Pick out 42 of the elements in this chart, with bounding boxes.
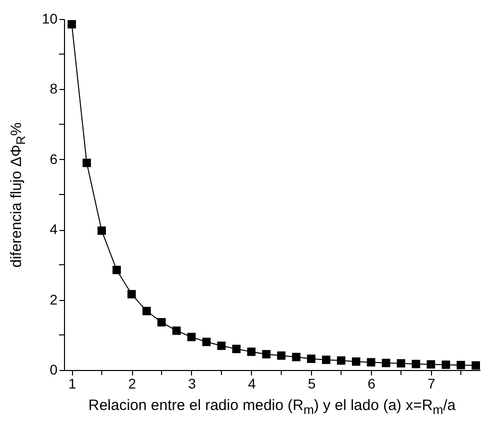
x-tick-label: 2: [128, 376, 136, 392]
point: [142, 306, 151, 316]
point: [336, 356, 346, 365]
y-tick-label: 8: [50, 80, 58, 97]
point: [98, 226, 106, 235]
point: [232, 344, 241, 354]
y-tick-label: 0: [50, 362, 58, 378]
point: [217, 342, 226, 350]
x-tick-label: 3: [188, 376, 196, 392]
point: [172, 326, 181, 335]
point: [352, 357, 360, 366]
point: [366, 358, 376, 366]
point: [157, 318, 166, 326]
point: [127, 290, 136, 298]
point: [412, 360, 420, 368]
y-tick-label: 2: [50, 291, 58, 308]
y-tick-label: 6: [50, 150, 58, 167]
point: [307, 354, 316, 363]
x-tick-label: 6: [368, 376, 376, 392]
x-axis-title: Relacion entre el radio medio (R$_{m}$) y el lado (a) x=R$_{m}$/a: [87, 397, 457, 417]
point: [202, 338, 211, 346]
point: [442, 360, 450, 369]
point: [187, 332, 196, 342]
point: [262, 350, 270, 358]
point: [277, 351, 286, 360]
point: [82, 158, 91, 168]
y-tick-label: 10: [42, 10, 58, 26]
point: [68, 20, 76, 28]
point: [382, 358, 390, 368]
point: [426, 360, 436, 369]
point: [456, 360, 466, 370]
point: [472, 361, 480, 370]
point: [396, 359, 406, 368]
x-tick-label: 5: [308, 376, 316, 392]
x-tick-label: 7: [428, 376, 436, 392]
point: [322, 356, 330, 364]
point: [112, 266, 121, 274]
point: [247, 348, 256, 356]
x-tick-label: 1: [68, 376, 76, 392]
x-tick-label: 4: [248, 376, 256, 392]
y-tick-label: 4: [50, 221, 58, 238]
point: [292, 352, 300, 362]
